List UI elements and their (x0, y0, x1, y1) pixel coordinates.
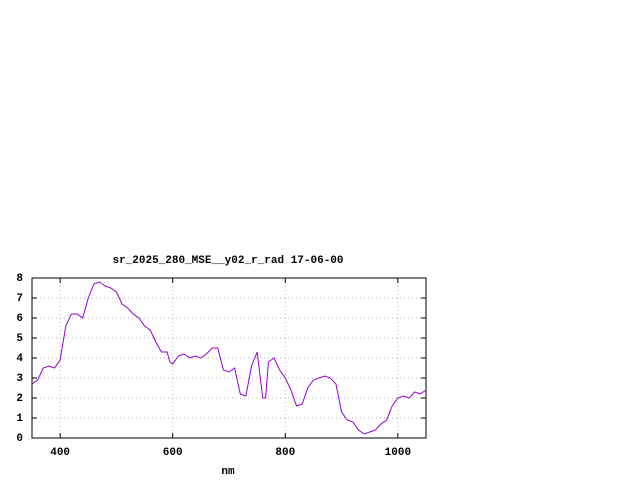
x-tick-label: 400 (50, 447, 70, 459)
y-tick-label: 4 (16, 353, 23, 365)
y-tick-label: 3 (16, 373, 23, 385)
y-tick-label: 0 (16, 433, 23, 445)
y-tick-label: 8 (16, 273, 23, 285)
chart-title: sr_2025_280_MSE__y02_r_rad 17-06-00 (112, 255, 343, 267)
y-tick-label: 1 (16, 413, 23, 425)
y-tick-label: 2 (16, 393, 23, 405)
x-tick-label: 800 (275, 447, 295, 459)
y-tick-label: 7 (16, 293, 23, 305)
x-tick-label: 1000 (385, 447, 411, 459)
x-axis-label: nm (221, 466, 235, 478)
plot-frame (31, 277, 427, 439)
y-tick-label: 5 (16, 333, 23, 345)
data-line (31, 281, 427, 435)
x-tick-label: 600 (163, 447, 183, 459)
y-tick-label: 6 (16, 313, 23, 325)
